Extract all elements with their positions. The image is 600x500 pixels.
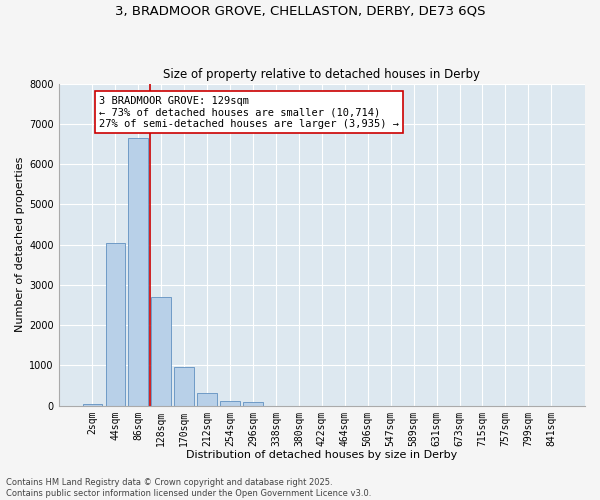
Bar — [220, 401, 240, 406]
Bar — [128, 138, 148, 406]
Text: Contains HM Land Registry data © Crown copyright and database right 2025.
Contai: Contains HM Land Registry data © Crown c… — [6, 478, 371, 498]
Bar — [83, 404, 102, 406]
Title: Size of property relative to detached houses in Derby: Size of property relative to detached ho… — [163, 68, 481, 81]
Bar — [151, 297, 171, 406]
Bar — [197, 393, 217, 406]
Bar — [243, 402, 263, 406]
Bar — [106, 242, 125, 406]
X-axis label: Distribution of detached houses by size in Derby: Distribution of detached houses by size … — [186, 450, 457, 460]
Y-axis label: Number of detached properties: Number of detached properties — [15, 157, 25, 332]
Bar — [175, 366, 194, 406]
Text: 3, BRADMOOR GROVE, CHELLASTON, DERBY, DE73 6QS: 3, BRADMOOR GROVE, CHELLASTON, DERBY, DE… — [115, 5, 485, 18]
Text: 3 BRADMOOR GROVE: 129sqm
← 73% of detached houses are smaller (10,714)
27% of se: 3 BRADMOOR GROVE: 129sqm ← 73% of detach… — [99, 96, 399, 129]
